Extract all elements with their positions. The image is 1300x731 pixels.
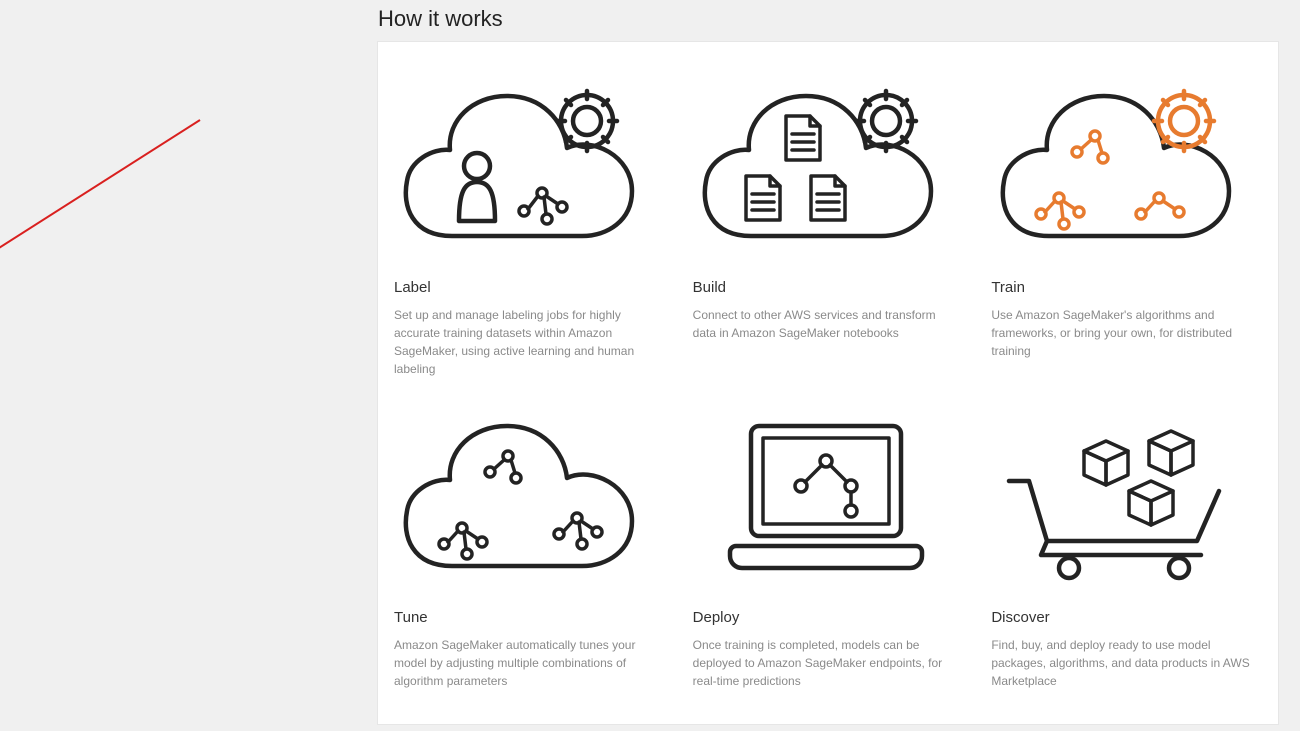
card-train: Train Use Amazon SageMaker's algorithms … — [989, 66, 1264, 378]
tune-illustration-icon — [392, 396, 662, 586]
card-label: Label Set up and manage labeling jobs fo… — [392, 66, 667, 378]
card-title: Tune — [394, 609, 667, 626]
card-deploy: Deploy Once training is completed, model… — [691, 396, 966, 690]
card-title: Build — [693, 279, 966, 296]
card-desc: Set up and manage labeling jobs for high… — [394, 306, 657, 378]
card-title: Discover — [991, 609, 1264, 626]
label-illustration-icon — [392, 66, 662, 256]
card-tune: Tune Amazon SageMaker automatically tune… — [392, 396, 667, 690]
card-title: Deploy — [693, 609, 966, 626]
card-title: Label — [394, 279, 667, 296]
cards-grid: Label Set up and manage labeling jobs fo… — [392, 66, 1264, 690]
section-title: How it works — [378, 6, 503, 32]
build-illustration-icon — [691, 66, 961, 256]
card-title: Train — [991, 279, 1264, 296]
card-desc: Use Amazon SageMaker's algorithms and fr… — [991, 306, 1254, 360]
card-build: Build Connect to other AWS services and … — [691, 66, 966, 378]
deploy-illustration-icon — [691, 396, 961, 586]
annotation-arrow — [0, 0, 380, 300]
discover-illustration-icon — [989, 396, 1259, 586]
card-desc: Once training is completed, models can b… — [693, 636, 956, 690]
card-desc: Connect to other AWS services and transf… — [693, 306, 956, 342]
card-desc: Amazon SageMaker automatically tunes you… — [394, 636, 657, 690]
train-illustration-icon — [989, 66, 1259, 256]
card-desc: Find, buy, and deploy ready to use model… — [991, 636, 1254, 690]
how-it-works-panel: Label Set up and manage labeling jobs fo… — [378, 42, 1278, 724]
card-discover: Discover Find, buy, and deploy ready to … — [989, 396, 1264, 690]
